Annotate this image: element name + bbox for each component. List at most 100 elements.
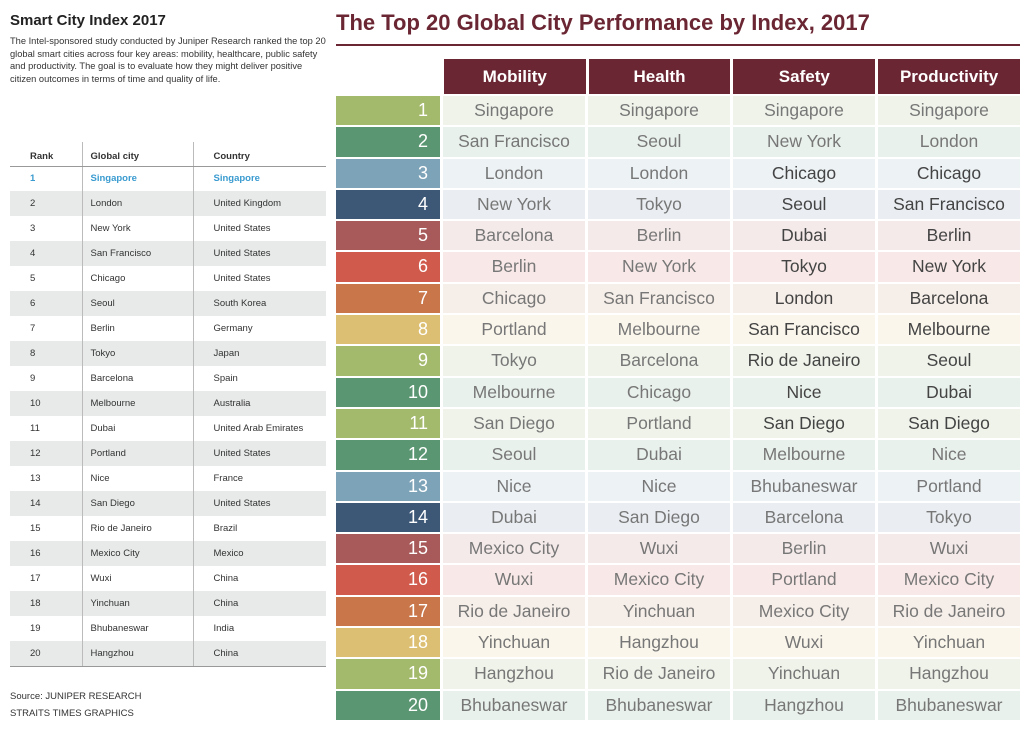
country-cell: United Kingdom [192, 191, 326, 216]
source-note: Source: JUNIPER RESEARCH STRAITS TIMES G… [10, 688, 141, 722]
country-cell: Brazil [192, 516, 326, 541]
rank-cell: 15 [30, 523, 41, 534]
health-cell: San Diego [588, 502, 730, 533]
col-city: Global city [81, 142, 193, 167]
city-cell: Hangzhou [81, 641, 193, 667]
safety-cell: Hangzhou [733, 690, 875, 720]
city-cell: Singapore [81, 166, 193, 191]
table-row: 13 Nice Nice Bhubaneswar Portland [336, 471, 1020, 501]
mobility-cell: Berlin [443, 252, 585, 282]
city-cell: Tokyo [81, 341, 193, 366]
rank-cell: 7 [336, 283, 440, 314]
table-row: 13 Nice France [10, 466, 326, 491]
table-row: 3 London London Chicago Chicago [336, 158, 1020, 188]
safety-cell: Melbourne [733, 440, 875, 470]
rank-cell: 13 [336, 471, 440, 501]
table-row: 16 Mexico City Mexico [10, 541, 326, 566]
table-row: 4 New York Tokyo Seoul San Francisco [336, 189, 1020, 220]
table-row: 4 San Francisco United States [10, 241, 326, 266]
rank-cell: 6 [10, 291, 82, 316]
rank-cell: 17 [336, 596, 440, 627]
rank-cell: 17 [30, 573, 41, 584]
safety-cell: Singapore [733, 96, 875, 126]
rank-cell: 13 [30, 473, 41, 484]
index-ranking-table: Mobility Health Safety Productivity 1 Sin… [336, 59, 1020, 722]
city-cell: Melbourne [81, 391, 193, 416]
city-cell: Rio de Janeiro [81, 516, 193, 541]
table-row: 6 Berlin New York Tokyo New York [336, 252, 1020, 282]
table-row: 2 London United Kingdom [10, 191, 326, 216]
left-title: Smart City Index 2017 [10, 12, 166, 29]
rank-cell: 7 [30, 323, 36, 334]
title-divider [336, 44, 1020, 46]
right-title: The Top 20 Global City Performance by In… [336, 10, 870, 35]
country-cell: Japan [192, 341, 326, 366]
table-row: 15 Mexico City Wuxi Berlin Wuxi [336, 534, 1020, 564]
mobility-cell: Barcelona [443, 221, 585, 251]
productivity-cell: Portland [878, 471, 1020, 501]
health-cell: Chicago [588, 377, 730, 407]
table-row: 18 Yinchuan Hangzhou Wuxi Yinchuan [336, 628, 1020, 658]
city-cell: Bhubaneswar [81, 616, 193, 641]
table-row: 5 Chicago United States [10, 266, 326, 291]
overall-ranking-table: Rank Global city Country 1 Singapore Singa… [10, 142, 326, 667]
productivity-cell: Dubai [878, 377, 1020, 407]
source-text: Source: JUNIPER RESEARCH [10, 691, 142, 702]
country-cell: South Korea [192, 291, 326, 316]
table-row: 10 Melbourne Australia [10, 391, 326, 416]
header-mobility: Mobility [443, 59, 586, 94]
safety-cell: Portland [733, 565, 875, 595]
health-cell: Mexico City [588, 565, 730, 595]
productivity-cell: Barcelona [878, 283, 1020, 314]
health-cell: San Francisco [588, 283, 730, 314]
mobility-cell: Singapore [443, 96, 585, 126]
country-cell: Germany [192, 316, 326, 341]
rank-cell: 6 [336, 252, 440, 282]
city-cell: Yinchuan [81, 591, 193, 616]
left-description: The Intel-sponsored study conducted by J… [10, 36, 326, 84]
rank-cell: 12 [336, 440, 440, 470]
rank-cell: 16 [336, 565, 440, 595]
rank-cell: 19 [336, 659, 440, 689]
rank-cell: 9 [336, 346, 440, 376]
table-row: 20 Bhubaneswar Bhubaneswar Hangzhou Bhubanes… [336, 690, 1020, 720]
country-cell: United States [192, 441, 326, 466]
country-cell: India [192, 616, 326, 641]
city-cell: Dubai [81, 416, 193, 441]
safety-cell: Barcelona [733, 502, 875, 533]
health-cell: Melbourne [588, 315, 730, 345]
safety-cell: New York [733, 127, 875, 157]
table-row: 14 San Diego United States [10, 491, 326, 516]
safety-cell: Chicago [733, 158, 875, 188]
safety-cell: Bhubaneswar [733, 471, 875, 501]
health-cell: Rio de Janeiro [588, 659, 730, 689]
country-cell: United States [192, 216, 326, 241]
health-cell: New York [588, 252, 730, 282]
health-cell: Portland [588, 408, 730, 439]
mobility-cell: London [443, 158, 585, 188]
rank-cell: 3 [336, 158, 440, 188]
safety-cell: Yinchuan [733, 659, 875, 689]
mobility-cell: Hangzhou [443, 659, 585, 689]
rank-cell: 2 [336, 127, 440, 157]
city-cell: Mexico City [81, 541, 193, 566]
col-rank: Rank [10, 142, 82, 167]
table-row: 14 Dubai San Diego Barcelona Tokyo [336, 502, 1020, 533]
safety-cell: Mexico City [733, 596, 875, 627]
health-cell: Dubai [588, 440, 730, 470]
productivity-cell: Chicago [878, 158, 1020, 188]
productivity-cell: Bhubaneswar [878, 690, 1020, 720]
safety-cell: London [733, 283, 875, 314]
productivity-cell: Mexico City [878, 565, 1020, 595]
city-cell: New York [81, 216, 193, 241]
rank-cell: 12 [10, 441, 82, 466]
mobility-cell: Yinchuan [443, 628, 585, 658]
health-cell: Wuxi [588, 534, 730, 564]
mobility-cell: Dubai [443, 502, 585, 533]
health-cell: Seoul [588, 127, 730, 157]
health-cell: Bhubaneswar [588, 690, 730, 720]
health-cell: Nice [588, 471, 730, 501]
table-row: 2 San Francisco Seoul New York London [336, 127, 1020, 157]
mobility-cell: Nice [443, 471, 585, 501]
rank-cell: 19 [30, 623, 41, 634]
